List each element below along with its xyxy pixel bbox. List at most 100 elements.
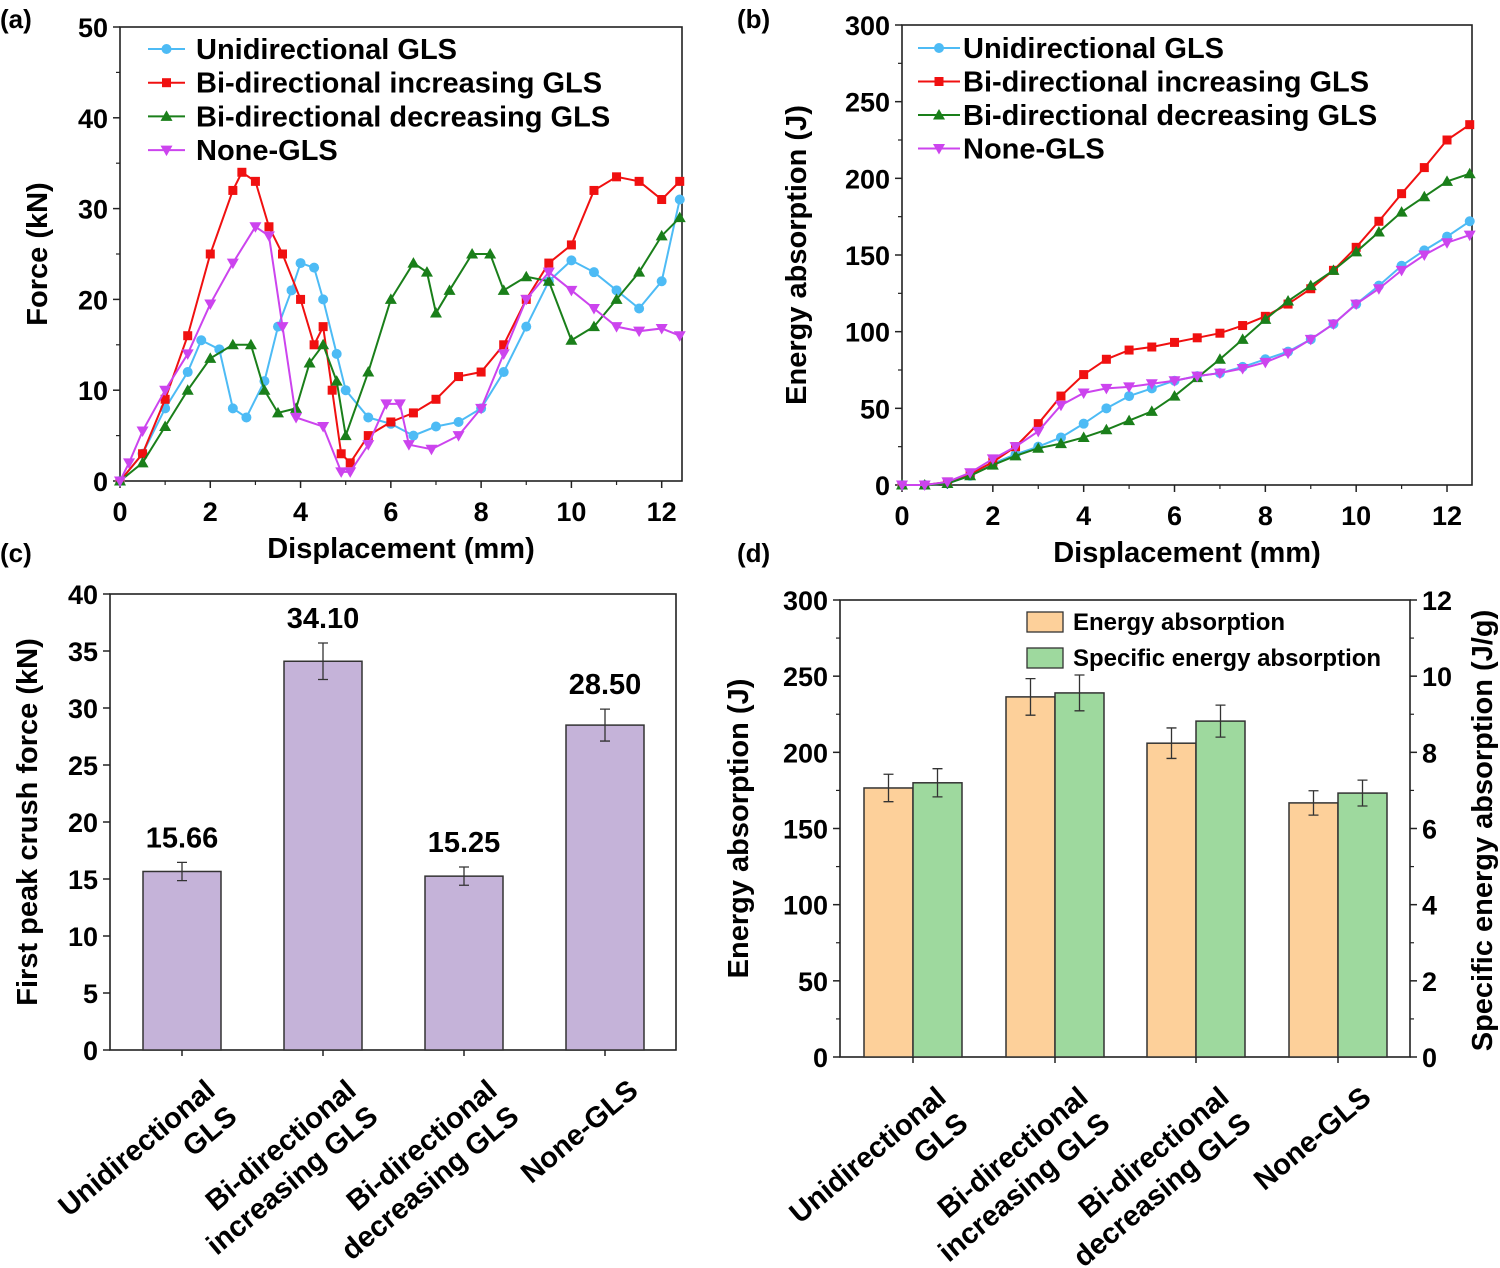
data-point [1124, 345, 1134, 355]
data-point [1259, 357, 1272, 369]
value-label: 15.25 [428, 827, 501, 859]
data-point [250, 176, 260, 186]
y-right-tick-label: 0 [1422, 1043, 1437, 1073]
legend-marker [161, 44, 172, 54]
data-point [317, 338, 330, 350]
y-tick-label: 150 [783, 815, 828, 845]
bar [565, 724, 645, 1051]
data-point [452, 431, 465, 442]
data-point [1191, 371, 1204, 383]
data-point [566, 240, 576, 250]
data-point [384, 293, 397, 304]
data-point [1147, 342, 1157, 352]
data-point [610, 293, 623, 304]
data-point [336, 449, 346, 459]
legend-label: Bi-directional decreasing GLS [196, 101, 610, 133]
series-unidirectional-gls [897, 216, 1475, 490]
data-point [1078, 418, 1089, 429]
data-point [386, 417, 396, 427]
bar [424, 875, 504, 1051]
data-point [565, 334, 578, 345]
bar [283, 660, 363, 1051]
data-point [362, 366, 375, 377]
data-point [317, 422, 330, 433]
data-point [309, 262, 320, 273]
data-point [497, 284, 510, 295]
error-bar [1308, 790, 1319, 816]
data-point [1372, 226, 1385, 237]
data-point [196, 335, 207, 346]
data-point [1079, 370, 1089, 380]
data-point [1327, 319, 1340, 330]
data-point [114, 476, 126, 487]
data-point [138, 449, 148, 459]
data-point [363, 412, 374, 423]
data-point [475, 403, 488, 415]
data-point [634, 303, 645, 314]
y-tick-label: 50 [860, 394, 890, 424]
data-point [295, 258, 306, 269]
data-point [1101, 403, 1112, 414]
category-label: None-GLS [1248, 1081, 1377, 1197]
data-point [363, 431, 373, 441]
data-point [183, 331, 193, 341]
y-tick-label: 200 [783, 738, 828, 768]
data-point [327, 385, 337, 395]
panel-label: (b) [737, 4, 770, 34]
data-point [1009, 449, 1022, 461]
panel-label: (d) [737, 538, 770, 568]
x-tick-label: 12 [647, 497, 677, 527]
y-axis-label: Energy absorption (J) [781, 105, 813, 405]
data-point [542, 267, 555, 279]
data-point [1145, 405, 1158, 416]
data-point [1055, 432, 1066, 443]
legend-label: Unidirectional GLS [963, 33, 1224, 65]
data-point [420, 266, 433, 277]
y-tick-label: 0 [875, 471, 890, 501]
data-point [204, 299, 217, 310]
data-point [673, 331, 686, 342]
data-point [1395, 206, 1408, 217]
data-point [227, 403, 238, 414]
data-point [402, 440, 415, 451]
x-tick-label: 0 [112, 497, 127, 527]
bar-specific-energy [1054, 692, 1105, 1058]
data-point [340, 385, 351, 396]
data-point [521, 321, 532, 332]
series-line [902, 123, 1471, 486]
data-point [1304, 279, 1317, 291]
y-tick-label: 250 [783, 662, 828, 692]
x-axis-label: Displacement (mm) [267, 533, 535, 565]
data-point [296, 294, 306, 304]
data-point [430, 421, 441, 432]
legend-marker [160, 110, 173, 121]
y-right-tick-label: 4 [1422, 891, 1437, 921]
data-point [335, 467, 348, 478]
data-point [1304, 334, 1317, 346]
data-point [1441, 238, 1454, 249]
series-line [902, 234, 1471, 486]
series-line [902, 172, 1471, 486]
error-bar [177, 861, 187, 882]
data-point [675, 176, 685, 186]
series-line [119, 225, 681, 482]
data-point [497, 349, 510, 360]
data-point [1077, 388, 1090, 399]
data-point [1282, 348, 1295, 360]
data-point [431, 394, 441, 404]
data-point [1123, 414, 1136, 426]
error-bar [932, 768, 943, 798]
data-point [1032, 426, 1045, 438]
x-tick-label: 4 [293, 497, 308, 527]
data-point [1213, 353, 1226, 364]
data-point [1054, 437, 1067, 449]
y-tick-label: 300 [845, 11, 890, 41]
y-tick-label: 35 [68, 637, 98, 667]
error-bar [1074, 674, 1085, 712]
y-right-axis-label: Specific energy absorption (J/g) [1467, 610, 1499, 1052]
y-tick-label: 25 [68, 751, 98, 781]
data-point [286, 285, 297, 296]
data-point [181, 349, 194, 360]
data-point [1100, 383, 1113, 395]
legend-marker [934, 43, 944, 53]
